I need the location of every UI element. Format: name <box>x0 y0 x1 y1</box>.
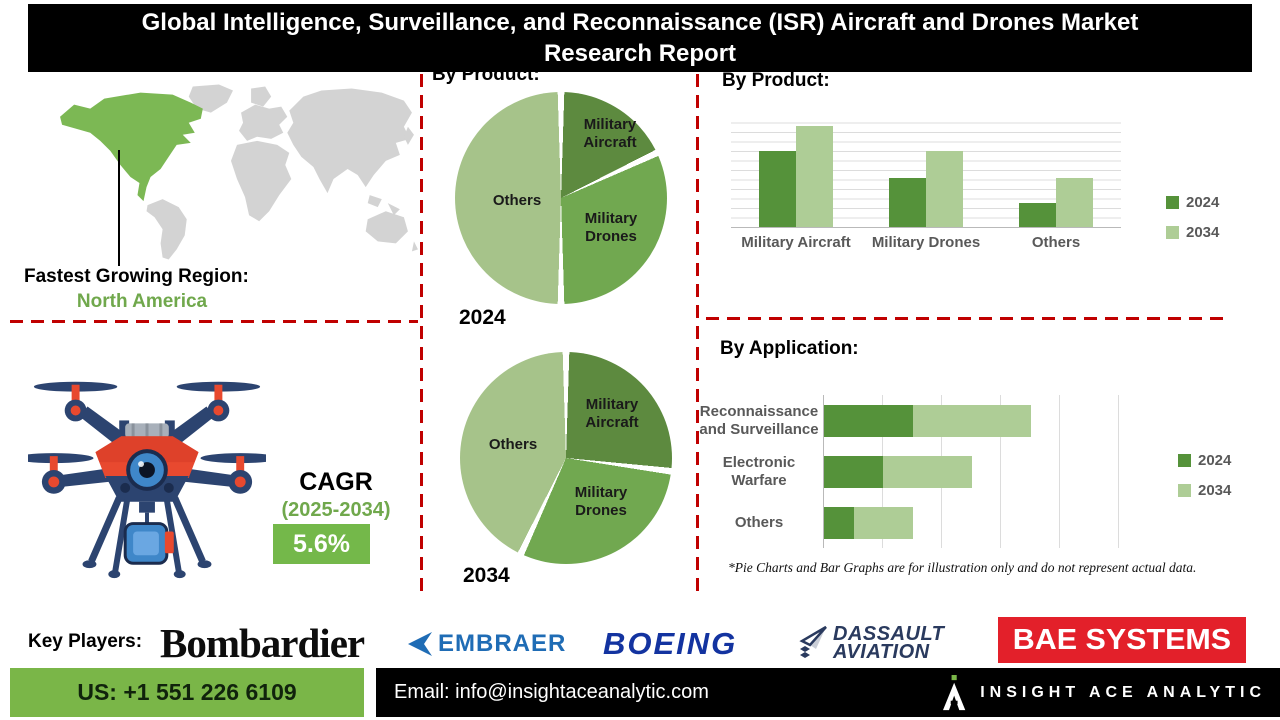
dassault-emblem-icon <box>799 625 827 658</box>
illustration-disclaimer: *Pie Charts and Bar Graphs are for illus… <box>728 560 1197 575</box>
footer-phone: US: +1 551 226 6109 <box>10 668 364 717</box>
bar-group-3 <box>991 114 1121 227</box>
map-callout-line <box>118 150 120 266</box>
page-title-line2: Research Report <box>543 40 737 67</box>
embraer-wordmark: EMBRAER <box>438 630 567 657</box>
bar-2034 <box>926 151 963 227</box>
fastest-growing-region-label: Fastest Growing Region: <box>24 266 249 287</box>
hbar-segment-2024 <box>824 405 913 437</box>
world-map <box>60 84 418 260</box>
insight-ace-wordmark: INSIGHT ACE ANALYTIC <box>980 683 1266 701</box>
pie-2024-label-others: Others <box>492 192 542 209</box>
bae-wordmark: BAE SYSTEMS <box>1012 623 1232 656</box>
embraer-arrow-icon <box>408 632 432 656</box>
product-bars-section-title: By Product: <box>722 70 830 91</box>
bar-category-label: Military Aircraft <box>741 234 851 251</box>
footer-bar: Email: info@insightaceanalytic.com INSIG… <box>376 668 1280 717</box>
hbar-row-2 <box>824 456 972 488</box>
product-bar-plot <box>731 114 1121 228</box>
legend-swatch-2024 <box>1178 454 1191 467</box>
footer-brand: INSIGHT ACE ANALYTIC <box>942 674 1266 711</box>
pie-2024-label-drones: Military Drones <box>584 210 638 245</box>
hbar-segment-2024 <box>824 507 854 539</box>
pie-2024-label-aircraft: Military Aircraft <box>583 116 637 151</box>
pies-section-title: By Product: <box>432 64 540 85</box>
divider-horizontal-left <box>10 320 418 323</box>
hbar-segment-2024 <box>824 456 884 488</box>
pie-2034-label-aircraft: Military Aircraft <box>585 396 639 431</box>
hbar-row-1 <box>824 405 1032 437</box>
hbar-category-label: Reconnaissance and Surveillance <box>699 403 819 438</box>
legend-label-2024: 2024 <box>1186 194 1220 211</box>
bar-2034 <box>796 126 833 227</box>
legend-row-2034: 2034 <box>1166 224 1219 241</box>
hbar-category-label: Electronic Warfare <box>722 454 796 489</box>
legend-label-2024: 2024 <box>1198 452 1232 469</box>
pie-2034-label-others: Others <box>488 436 538 453</box>
divider-vertical-right <box>696 74 699 596</box>
application-bar-categories: Reconnaissance and Surveillance Electroni… <box>698 395 820 548</box>
bar-2034 <box>1056 177 1093 227</box>
fastest-growing-region-value: North America <box>76 291 208 312</box>
pie-2034-label-drones: Military Drones <box>574 484 628 519</box>
pie-2034-year-label: 2034 <box>463 564 510 587</box>
insight-ace-logo-icon <box>943 674 966 710</box>
cagr-value-badge: 5.6% <box>273 524 370 564</box>
bar-category-label: Military Drones <box>871 234 981 251</box>
hbar-segment-2034 <box>853 507 913 539</box>
bae-systems-logo: BAE SYSTEMS <box>998 617 1246 663</box>
divider-horizontal-right <box>706 317 1230 320</box>
legend-row-2034: 2034 <box>1178 482 1231 499</box>
bar-category-label: Others <box>1031 234 1081 251</box>
product-bar-categories: Military Aircraft Military Drones Others <box>731 234 1121 251</box>
legend-row-2024: 2024 <box>1178 452 1231 469</box>
legend-row-2024: 2024 <box>1166 194 1219 211</box>
boeing-logo: BOEING <box>603 626 738 661</box>
divider-vertical-left <box>420 74 423 596</box>
bar-2024 <box>889 177 926 227</box>
legend-label-2034: 2034 <box>1198 482 1232 499</box>
dassault-line1: DASSAULT <box>833 623 945 645</box>
pie-2024: Military Aircraft Military Drones Others <box>455 92 667 304</box>
cagr-label: CAGR <box>299 468 373 496</box>
bar-group-2 <box>861 114 991 227</box>
application-bar-legend: 2024 2034 <box>1178 452 1231 499</box>
bar-2024 <box>759 151 796 227</box>
footer-email: Email: info@insightaceanalytic.com <box>394 681 709 703</box>
north-america-highlight <box>60 92 203 202</box>
dassault-wordmark: DASSAULT AVIATION <box>833 623 945 663</box>
title-banner: Global Intelligence, Surveillance, and R… <box>28 4 1252 72</box>
legend-swatch-2024 <box>1166 196 1179 209</box>
product-bar-legend: 2024 2034 <box>1166 194 1219 241</box>
embraer-logo: EMBRAER <box>404 630 566 658</box>
application-bar-plot <box>823 395 1119 548</box>
dassault-line2: AVIATION <box>833 641 930 663</box>
key-players-label: Key Players: <box>28 631 143 652</box>
hbar-segment-2034 <box>912 405 1032 437</box>
bombardier-logo: Bombardier <box>160 620 365 666</box>
legend-swatch-2034 <box>1166 226 1179 239</box>
hbar-category-label: Others <box>734 514 784 531</box>
page-title-line1: Global Intelligence, Surveillance, and R… <box>141 9 1139 36</box>
cagr-period: (2025-2034) <box>281 499 391 521</box>
bar-group-1 <box>731 114 861 227</box>
bar-2024 <box>1019 203 1056 227</box>
hbar-segment-2034 <box>883 456 972 488</box>
hbar-row-3 <box>824 507 913 539</box>
pie-2024-year-label: 2024 <box>459 306 506 329</box>
dassault-aviation-logo: DASSAULT AVIATION <box>796 623 945 663</box>
legend-swatch-2034 <box>1178 484 1191 497</box>
application-section-title: By Application: <box>720 338 859 359</box>
drone-illustration <box>28 381 266 579</box>
legend-label-2034: 2034 <box>1186 224 1220 241</box>
pie-2034: Military Aircraft Military Drones Others <box>460 352 672 564</box>
